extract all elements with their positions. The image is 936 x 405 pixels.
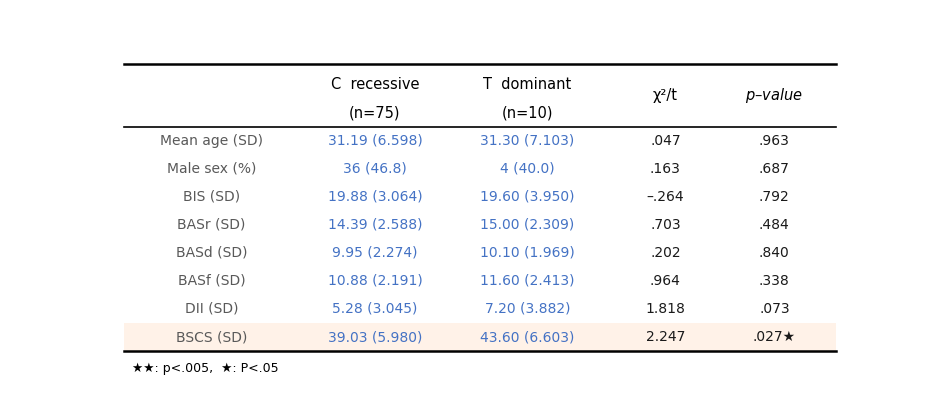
Text: 10.88 (2.191): 10.88 (2.191) xyxy=(328,274,422,288)
Text: BASf (SD): BASf (SD) xyxy=(178,274,245,288)
Text: .963: .963 xyxy=(758,134,789,147)
Text: (n=10): (n=10) xyxy=(501,105,552,120)
Text: 4 (40.0): 4 (40.0) xyxy=(500,162,554,176)
Text: .027★: .027★ xyxy=(752,330,795,344)
Text: .687: .687 xyxy=(758,162,789,176)
Text: 31.30 (7.103): 31.30 (7.103) xyxy=(480,134,574,147)
Text: BASd (SD): BASd (SD) xyxy=(176,246,247,260)
Text: ★★: p<.005,  ★: P<.05: ★★: p<.005, ★: P<.05 xyxy=(131,362,278,375)
Text: C  recessive: C recessive xyxy=(330,77,418,92)
Text: 19.60 (3.950): 19.60 (3.950) xyxy=(479,190,574,204)
Text: .163: .163 xyxy=(650,162,680,176)
Text: (n=75): (n=75) xyxy=(349,105,401,120)
Text: .840: .840 xyxy=(758,246,789,260)
Text: 5.28 (3.045): 5.28 (3.045) xyxy=(332,302,417,316)
Text: .338: .338 xyxy=(758,274,789,288)
Text: $p$–value: $p$–value xyxy=(744,86,802,105)
Text: 2.247: 2.247 xyxy=(645,330,684,344)
Text: 11.60 (2.413): 11.60 (2.413) xyxy=(479,274,574,288)
Text: DII (SD): DII (SD) xyxy=(184,302,238,316)
Text: 15.00 (2.309): 15.00 (2.309) xyxy=(480,218,574,232)
Text: .703: .703 xyxy=(650,218,680,232)
Text: BIS (SD): BIS (SD) xyxy=(183,190,240,204)
Text: .484: .484 xyxy=(758,218,789,232)
Text: .792: .792 xyxy=(758,190,789,204)
Text: .964: .964 xyxy=(650,274,680,288)
Text: Mean age (SD): Mean age (SD) xyxy=(160,134,263,147)
Text: BSCS (SD): BSCS (SD) xyxy=(176,330,247,344)
Text: .047: .047 xyxy=(650,134,680,147)
Text: –.264: –.264 xyxy=(646,190,683,204)
Text: BASr (SD): BASr (SD) xyxy=(177,218,245,232)
Text: 43.60 (6.603): 43.60 (6.603) xyxy=(480,330,574,344)
Text: 31.19 (6.598): 31.19 (6.598) xyxy=(328,134,422,147)
Text: 14.39 (2.588): 14.39 (2.588) xyxy=(328,218,422,232)
Text: 39.03 (5.980): 39.03 (5.980) xyxy=(328,330,421,344)
Text: 9.95 (2.274): 9.95 (2.274) xyxy=(332,246,417,260)
Text: 7.20 (3.882): 7.20 (3.882) xyxy=(484,302,569,316)
Text: 19.88 (3.064): 19.88 (3.064) xyxy=(328,190,422,204)
Text: .202: .202 xyxy=(650,246,680,260)
Text: Male sex (%): Male sex (%) xyxy=(167,162,256,176)
Text: .073: .073 xyxy=(758,302,789,316)
Text: 36 (46.8): 36 (46.8) xyxy=(343,162,406,176)
Text: 10.10 (1.969): 10.10 (1.969) xyxy=(479,246,574,260)
Text: 1.818: 1.818 xyxy=(645,302,684,316)
Text: T  dominant: T dominant xyxy=(483,77,571,92)
Text: χ²/t: χ²/t xyxy=(652,88,677,103)
Bar xyxy=(124,323,835,351)
